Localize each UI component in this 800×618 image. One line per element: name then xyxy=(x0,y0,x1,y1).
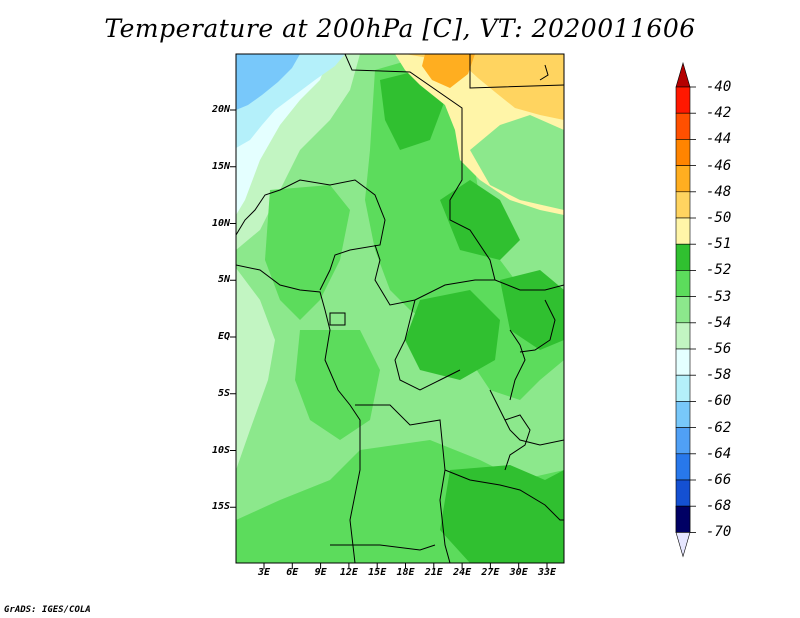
y-tick-label: 10S xyxy=(211,444,230,456)
colorbar-label: -68 xyxy=(706,498,732,515)
colorbar-swatch xyxy=(675,165,691,193)
field-darkgreen-east xyxy=(500,270,564,350)
colorbar-swatch xyxy=(675,217,691,245)
colorbar-label: -62 xyxy=(706,419,732,436)
x-tick-label: 3E xyxy=(257,567,271,578)
field-blue-nw xyxy=(236,54,300,110)
colorbar-label: -64 xyxy=(706,445,732,462)
colorbar-label: -56 xyxy=(706,341,732,357)
field-darkgreen-center xyxy=(405,290,500,380)
field-green-congo xyxy=(295,330,380,440)
colorbar-label: -58 xyxy=(706,367,732,384)
x-tick-label: 33E xyxy=(537,567,557,578)
temperature-field xyxy=(236,54,564,563)
colorbar-label: -53 xyxy=(706,288,732,305)
colorbar-label: -40 xyxy=(706,79,732,95)
y-tick-label: 15N xyxy=(211,160,230,172)
colorbar-label: -70 xyxy=(706,524,732,541)
y-tick-label: EQ xyxy=(217,331,230,342)
colorbar-swatch xyxy=(675,270,691,297)
map-frame xyxy=(235,53,565,564)
y-tick-label: 10N xyxy=(211,217,230,229)
colorbar-top-triangle xyxy=(675,61,691,88)
colorbar-label: -48 xyxy=(706,183,732,200)
colorbar-swatch xyxy=(675,505,691,533)
colorbar-label: -52 xyxy=(706,262,732,279)
x-tick-label: 30E xyxy=(509,567,528,578)
colorbar-label: -46 xyxy=(706,157,732,174)
x-tick-label: 9E xyxy=(314,567,327,578)
x-tick-label: 18E xyxy=(396,567,415,578)
y-tick-label: 20N xyxy=(211,104,230,115)
colorbar-swatch xyxy=(675,296,691,324)
x-tick-label: 15E xyxy=(368,567,387,578)
colorbar-label: -51 xyxy=(706,236,732,253)
colorbar-swatch xyxy=(675,322,691,350)
colorbar-label: -42 xyxy=(706,105,732,122)
colorbar-swatch xyxy=(675,139,691,166)
colorbar-label: -44 xyxy=(706,131,732,148)
colorbar-label: -54 xyxy=(706,314,732,331)
colorbar-swatch xyxy=(675,479,691,507)
colorbar-bottom-triangle xyxy=(675,532,691,558)
colorbar xyxy=(675,61,696,558)
field-lightorange-ne xyxy=(405,54,564,120)
colorbar-swatch xyxy=(675,348,691,376)
x-tick-label: 27E xyxy=(481,567,500,578)
x-tick-label: 24E xyxy=(453,567,472,578)
colorbar-swatch xyxy=(675,453,691,481)
field-darkgreen-sudan xyxy=(440,180,520,260)
colorbar-swatch xyxy=(675,243,691,271)
colorbar-swatch xyxy=(675,401,691,428)
colorbar-swatch xyxy=(675,374,691,402)
chart-title: Temperature at 200hPa [C], VT: 202001160… xyxy=(104,14,696,43)
colorbar-swatch xyxy=(675,112,691,140)
field-pale-green-west xyxy=(236,268,275,470)
field-darkgreen-se xyxy=(440,465,564,563)
colorbar-label: -66 xyxy=(706,472,732,488)
colorbar-swatch xyxy=(675,191,691,219)
colorbar-swatch xyxy=(675,86,691,114)
field-orange-ne xyxy=(422,54,475,88)
y-tick-label: 5S xyxy=(217,387,230,399)
field-green-ne-tongue xyxy=(470,115,564,210)
x-tick-label: 12E xyxy=(339,567,358,578)
y-tick-label: 5N xyxy=(217,274,230,286)
x-tick-label: 21E xyxy=(424,567,443,578)
colorbar-swatch xyxy=(675,427,691,455)
country-boundaries xyxy=(236,54,564,563)
colorbar-label: -50 xyxy=(706,210,732,226)
y-tick-label: 15S xyxy=(211,501,230,513)
colorbar-label: -60 xyxy=(706,393,732,410)
x-tick-label: 6E xyxy=(286,567,299,578)
axis-ticks xyxy=(230,109,548,569)
grads-credit: GrADS: IGES/COLA xyxy=(4,605,91,615)
